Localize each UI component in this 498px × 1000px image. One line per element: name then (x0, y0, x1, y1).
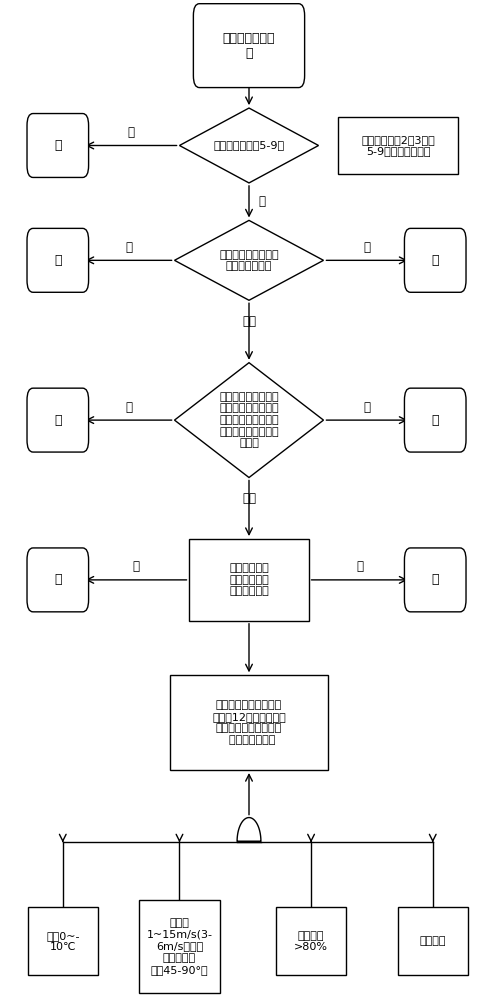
FancyBboxPatch shape (193, 4, 305, 88)
Text: 风速：
1~15m/s(3-
6m/s覆冰速
度最快，风
攻角45-90°）: 风速： 1~15m/s(3- 6m/s覆冰速 度最快，风 攻角45-90°） (146, 918, 213, 975)
Polygon shape (174, 220, 324, 300)
FancyBboxPatch shape (169, 675, 329, 770)
Text: 降水情况: 降水情况 (419, 936, 446, 946)
Text: 否: 否 (125, 241, 132, 254)
FancyBboxPatch shape (28, 907, 98, 975)
FancyBboxPatch shape (338, 117, 458, 174)
FancyBboxPatch shape (27, 388, 89, 452)
FancyBboxPatch shape (404, 548, 466, 612)
Text: 否: 否 (54, 414, 62, 427)
Text: 是: 是 (364, 401, 371, 414)
Text: 否: 否 (54, 139, 62, 152)
Text: 是: 是 (431, 254, 439, 267)
FancyBboxPatch shape (138, 900, 221, 993)
Text: 是: 是 (127, 126, 134, 139)
Text: 温度0~-
10℃: 温度0~- 10℃ (46, 931, 80, 952)
Text: 否: 否 (132, 560, 139, 573)
Text: 覆冰高发月份2、3月，
5-9月近五年未发生: 覆冰高发月份2、3月， 5-9月近五年未发生 (361, 135, 435, 156)
Text: 是: 是 (364, 241, 371, 254)
Text: 根据近日人工巡线记
录、绝缘子倾角、拉
力监测值，判断是否
出现线路覆冰（人工
干预）: 根据近日人工巡线记 录、绝缘子倾角、拉 力监测值，判断是否 出现线路覆冰（人工 … (219, 392, 279, 448)
FancyBboxPatch shape (276, 907, 346, 975)
Text: 否: 否 (54, 254, 62, 267)
Polygon shape (237, 818, 261, 842)
Text: 是: 是 (431, 414, 439, 427)
Text: 是: 是 (356, 560, 363, 573)
Text: 否: 否 (258, 195, 265, 208)
FancyBboxPatch shape (27, 228, 89, 292)
Text: 气象信息是否
满足覆冰条件
（人工干预）: 气象信息是否 满足覆冰条件 （人工干预） (229, 563, 269, 596)
Text: 待定: 待定 (242, 492, 256, 505)
Text: 跳闸是否发生在5-9月: 跳闸是否发生在5-9月 (214, 140, 284, 150)
FancyBboxPatch shape (404, 388, 466, 452)
FancyBboxPatch shape (398, 907, 468, 975)
Text: 待定: 待定 (242, 315, 256, 328)
FancyBboxPatch shape (189, 539, 309, 621)
Text: 否: 否 (125, 401, 132, 414)
Text: 空气湿度
>80%: 空气湿度 >80% (294, 931, 328, 952)
FancyBboxPatch shape (27, 548, 89, 612)
Polygon shape (179, 108, 319, 183)
FancyBboxPatch shape (404, 228, 466, 292)
Text: 区域内视频监测装置
是否观察到覆冰: 区域内视频监测装置 是否观察到覆冰 (219, 250, 279, 271)
Text: 否: 否 (54, 573, 62, 586)
FancyBboxPatch shape (27, 114, 89, 177)
Polygon shape (174, 363, 324, 478)
Text: 气象信息是否满足覆冰
条件（12小时内，同时
满足温度、湿度条件即
  认为线路覆冰）: 气象信息是否满足覆冰 条件（12小时内，同时 满足温度、湿度条件即 认为线路覆冰… (212, 700, 286, 745)
Text: 是否发生线路覆
冰: 是否发生线路覆 冰 (223, 32, 275, 60)
Text: 是: 是 (431, 573, 439, 586)
